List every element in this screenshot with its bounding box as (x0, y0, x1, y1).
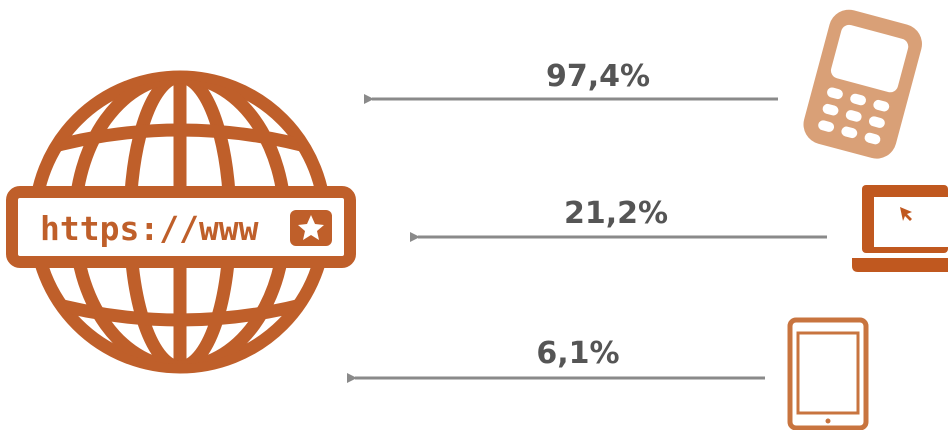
laptop-icon (852, 185, 948, 272)
tablet-icon (787, 317, 869, 431)
percentage-label: 21,2% (564, 196, 668, 231)
percentage-label: 97,4% (546, 59, 650, 94)
phone-icon (803, 9, 922, 159)
globe-icon (6, 70, 356, 374)
percentage-label: 6,1% (536, 336, 619, 371)
url-label: https://www (40, 209, 259, 248)
